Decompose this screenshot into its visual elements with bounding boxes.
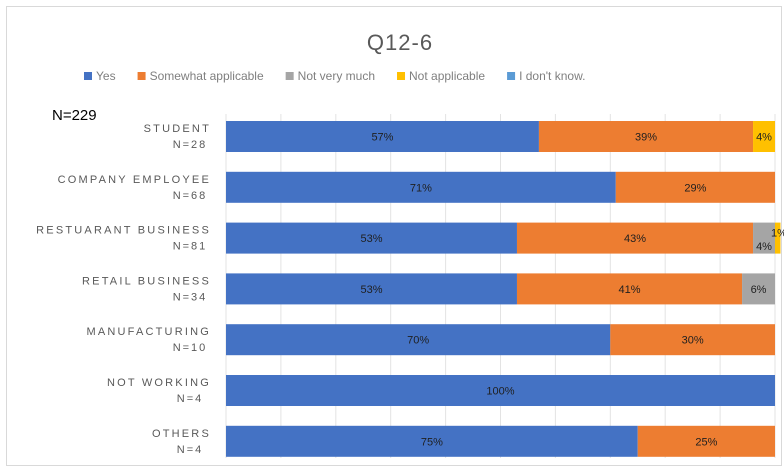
data-label: 70% bbox=[407, 335, 429, 347]
data-label: 1% bbox=[771, 228, 784, 240]
category-n-label: N=4 bbox=[177, 444, 204, 456]
data-label: 53% bbox=[360, 233, 382, 245]
category-label: RETAIL BUSINESS bbox=[82, 275, 211, 287]
data-label: 100% bbox=[486, 386, 514, 398]
legend: Yes Somewhat applicable Not very much Not a… bbox=[84, 69, 585, 83]
bar-not-applicable bbox=[753, 121, 775, 152]
bar-not-very-much bbox=[742, 273, 775, 305]
data-label: 39% bbox=[635, 132, 657, 144]
bar-yes bbox=[226, 121, 539, 152]
chart-title: Q12-6 bbox=[367, 30, 433, 55]
data-label: 6% bbox=[751, 284, 767, 296]
legend-swatch bbox=[285, 72, 294, 80]
category-n-label: N=10 bbox=[173, 342, 208, 354]
data-label: 29% bbox=[684, 182, 706, 194]
data-label: 4% bbox=[756, 132, 772, 144]
legend-swatch bbox=[137, 72, 146, 80]
data-label: 30% bbox=[682, 335, 704, 347]
legend-label: Not applicable bbox=[409, 69, 485, 83]
category-n-label: N=28 bbox=[173, 139, 208, 151]
data-label: 57% bbox=[371, 132, 393, 144]
data-label: 71% bbox=[410, 182, 432, 194]
data-label: 43% bbox=[624, 233, 646, 245]
data-label: 53% bbox=[360, 284, 382, 296]
sample-size-note: N=229 bbox=[52, 107, 97, 124]
legend-swatch bbox=[507, 72, 516, 80]
category-label: OTHERS bbox=[152, 428, 211, 440]
bar-yes bbox=[226, 222, 517, 254]
bar-somewhat-applicable bbox=[610, 324, 775, 356]
data-label: 41% bbox=[618, 284, 640, 296]
bar-not-applicable bbox=[775, 222, 781, 254]
category-label: STUDENT bbox=[144, 123, 211, 135]
data-label: 75% bbox=[421, 436, 443, 448]
legend-label: Yes bbox=[96, 69, 116, 83]
category-labels: STUDENT N=28 COMPANY EMPLOYEE N=68 RESTUARAN… bbox=[36, 123, 211, 456]
bar-somewhat-applicable bbox=[538, 121, 754, 152]
legend-swatch bbox=[397, 72, 406, 80]
category-label: RESTUARANT BUSINESS bbox=[36, 225, 211, 237]
legend-label: Somewhat applicable bbox=[150, 69, 264, 83]
bar-yes bbox=[226, 425, 638, 457]
bar-somewhat-applicable bbox=[615, 171, 775, 203]
bars bbox=[226, 121, 781, 457]
category-n-label: N=68 bbox=[173, 190, 208, 202]
bar-yes bbox=[226, 273, 517, 305]
bar-not-very-much bbox=[753, 222, 775, 254]
data-label: 4% bbox=[756, 241, 772, 253]
bar-somewhat-applicable bbox=[516, 273, 743, 305]
legend-swatch bbox=[84, 72, 92, 80]
bar-somewhat-applicable bbox=[637, 425, 775, 457]
category-n-label: N=81 bbox=[173, 241, 208, 253]
category-n-label: N=34 bbox=[173, 291, 208, 303]
category-n-label: N=4 bbox=[177, 393, 204, 405]
legend-label: Not very much bbox=[298, 69, 375, 83]
data-label: 25% bbox=[695, 436, 717, 448]
bar-somewhat-applicable bbox=[516, 222, 754, 254]
category-label: NOT WORKING bbox=[107, 377, 211, 389]
bar-yes bbox=[226, 375, 775, 406]
data-labels: 57%39%4%71%29%53%43%4%1%53%41%6%70%30%10… bbox=[360, 132, 784, 449]
bar-yes bbox=[226, 171, 616, 203]
category-label: COMPANY EMPLOYEE bbox=[58, 174, 211, 186]
bar-yes bbox=[226, 324, 611, 356]
category-label: MANUFACTURING bbox=[86, 326, 211, 338]
legend-label: I don't know. bbox=[519, 69, 585, 83]
